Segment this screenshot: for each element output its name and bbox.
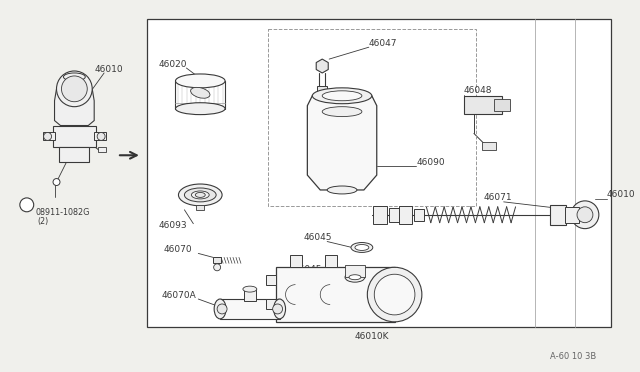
Circle shape — [53, 179, 60, 186]
Text: A-60 10 3B: A-60 10 3B — [550, 352, 596, 361]
Circle shape — [577, 207, 593, 223]
Ellipse shape — [63, 73, 85, 81]
Text: 46048: 46048 — [464, 86, 493, 95]
Bar — [276, 267, 395, 322]
Ellipse shape — [312, 88, 372, 104]
Text: N: N — [24, 201, 29, 209]
Text: (2): (2) — [38, 217, 49, 226]
Ellipse shape — [175, 103, 225, 115]
Bar — [415, 209, 424, 221]
Bar — [213, 257, 221, 263]
Bar — [372, 206, 387, 224]
Text: 46045: 46045 — [303, 233, 332, 242]
Bar — [482, 142, 496, 150]
Bar — [244, 289, 256, 301]
Bar — [196, 205, 204, 210]
Text: 46020: 46020 — [159, 60, 187, 68]
Bar — [268, 29, 476, 206]
Ellipse shape — [179, 184, 222, 206]
Polygon shape — [316, 59, 328, 73]
Text: 46010: 46010 — [94, 64, 123, 74]
Bar — [317, 86, 327, 94]
Text: 46070A: 46070A — [162, 291, 196, 299]
Text: 46010: 46010 — [607, 190, 636, 199]
Polygon shape — [307, 96, 377, 190]
Circle shape — [97, 132, 105, 140]
Bar — [52, 125, 96, 147]
Ellipse shape — [349, 275, 361, 280]
Ellipse shape — [214, 299, 226, 319]
Circle shape — [61, 76, 87, 102]
Ellipse shape — [195, 192, 205, 198]
Bar — [399, 206, 412, 224]
Ellipse shape — [345, 272, 365, 282]
Ellipse shape — [274, 299, 285, 319]
Bar — [60, 147, 89, 162]
Bar — [98, 147, 106, 152]
Text: 46070: 46070 — [164, 245, 192, 254]
Circle shape — [571, 201, 599, 229]
Ellipse shape — [175, 74, 225, 88]
Bar — [94, 132, 106, 140]
Text: 08911-1082G: 08911-1082G — [36, 208, 90, 217]
Bar — [266, 275, 276, 285]
Text: 46045: 46045 — [294, 265, 322, 274]
Bar — [345, 265, 365, 277]
Ellipse shape — [367, 267, 422, 322]
Circle shape — [217, 304, 227, 314]
Ellipse shape — [322, 91, 362, 101]
Text: 46071: 46071 — [484, 193, 513, 202]
Circle shape — [214, 264, 221, 271]
Bar — [325, 256, 337, 267]
Circle shape — [44, 132, 52, 140]
Ellipse shape — [191, 87, 210, 98]
Bar — [266, 299, 276, 309]
Text: 46010K: 46010K — [355, 332, 389, 341]
Ellipse shape — [191, 191, 209, 199]
Ellipse shape — [351, 243, 372, 253]
Text: 46090: 46090 — [417, 158, 445, 167]
Ellipse shape — [355, 244, 369, 250]
Ellipse shape — [316, 94, 329, 98]
Bar — [291, 256, 302, 267]
Text: 46047: 46047 — [369, 39, 397, 48]
Bar — [43, 132, 54, 140]
Ellipse shape — [322, 107, 362, 116]
Ellipse shape — [374, 274, 415, 315]
Ellipse shape — [243, 286, 257, 292]
Bar — [565, 207, 579, 223]
Ellipse shape — [327, 186, 357, 194]
Bar — [388, 208, 399, 222]
Circle shape — [56, 71, 92, 107]
Circle shape — [20, 198, 34, 212]
Text: 46093: 46093 — [159, 221, 188, 230]
Ellipse shape — [184, 188, 216, 202]
Bar — [220, 299, 280, 319]
Bar — [550, 205, 566, 225]
Circle shape — [273, 304, 283, 314]
Bar — [493, 99, 509, 110]
Polygon shape — [54, 89, 94, 125]
Bar — [464, 96, 502, 113]
Bar — [147, 19, 611, 327]
